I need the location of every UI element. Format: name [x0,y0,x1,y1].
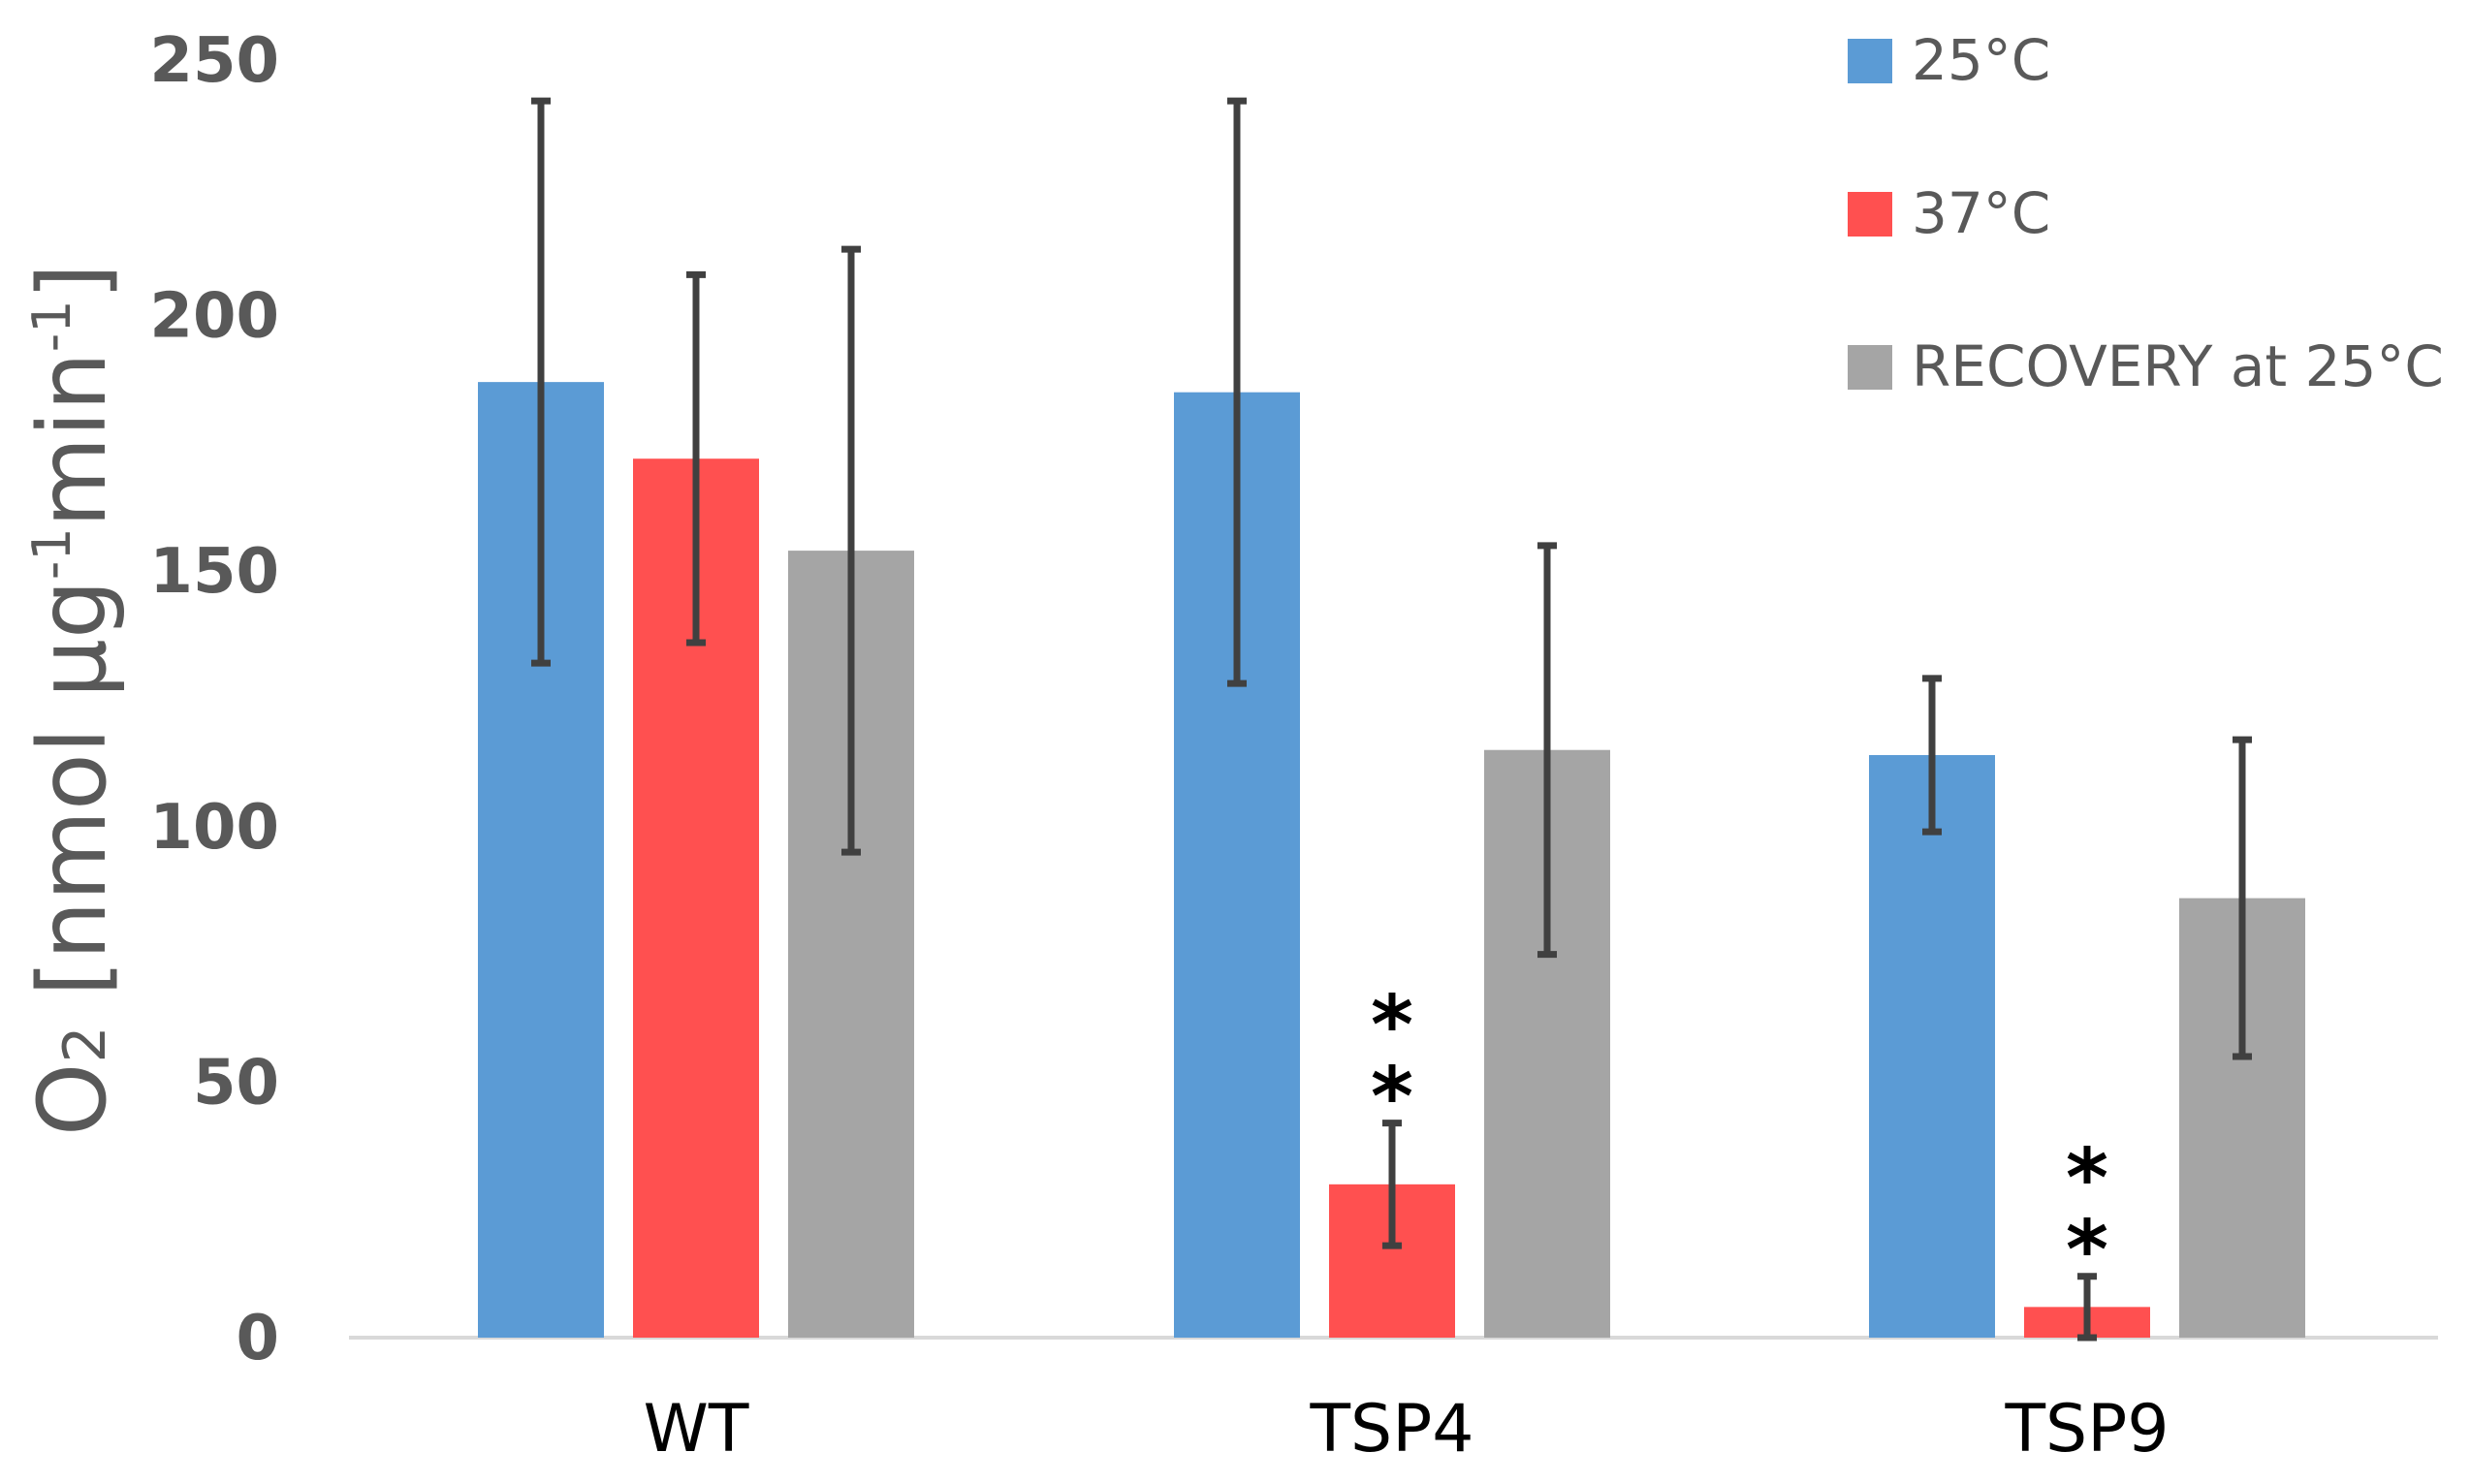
legend-swatch [1848,39,1892,83]
error-bar [841,245,861,856]
legend-item: 25°C [1848,27,2050,93]
error-bar [2077,1273,2097,1342]
error-bar [1537,542,1557,959]
y-tick-label: 250 [149,25,279,97]
error-bar [1227,97,1247,687]
legend-label: 25°C [1912,27,2050,93]
significance-star: * [1371,1050,1413,1145]
significance-star: * [1371,978,1413,1073]
legend-item: RECOVERY at 25°C [1848,333,2444,399]
x-category-label: WT [644,1391,749,1468]
y-axis-label: O2 [nmol µg-1min-1] [18,264,127,1136]
significance-star: * [2066,1203,2108,1298]
y-tick-label: 50 [193,1047,279,1119]
y-tick-label: 0 [236,1303,279,1374]
error-bar [1922,675,1942,836]
bar-tsp9-0 [1869,754,1995,1338]
significance-annotations: **** [1371,978,2108,1298]
x-axis-categories: WT TSP4 TSP9 [644,1391,2170,1468]
error-bar [531,97,551,667]
legend-label: 37°C [1912,180,2050,246]
error-bar [1382,1120,1402,1249]
legend-swatch [1848,345,1892,390]
y-axis-ticks: 0 50 100 150 200 250 [149,25,279,1374]
error-bar [686,270,706,647]
error-bars [531,97,2252,1342]
x-category-label: TSP4 [1310,1391,1474,1468]
legend: 25°C 37°C RECOVERY at 25°C [1848,27,2444,399]
legend-label: RECOVERY at 25°C [1912,333,2444,399]
error-bar [2233,736,2252,1060]
significance-star: * [2066,1131,2108,1226]
legend-swatch [1848,192,1892,237]
y-tick-label: 200 [149,281,279,353]
y-axis-title: O2 [nmol µg-1min-1] [18,264,127,1136]
x-category-label: TSP9 [2005,1391,2170,1468]
legend-item: 37°C [1848,180,2050,246]
y-tick-label: 100 [149,792,279,864]
y-tick-label: 150 [149,536,279,608]
